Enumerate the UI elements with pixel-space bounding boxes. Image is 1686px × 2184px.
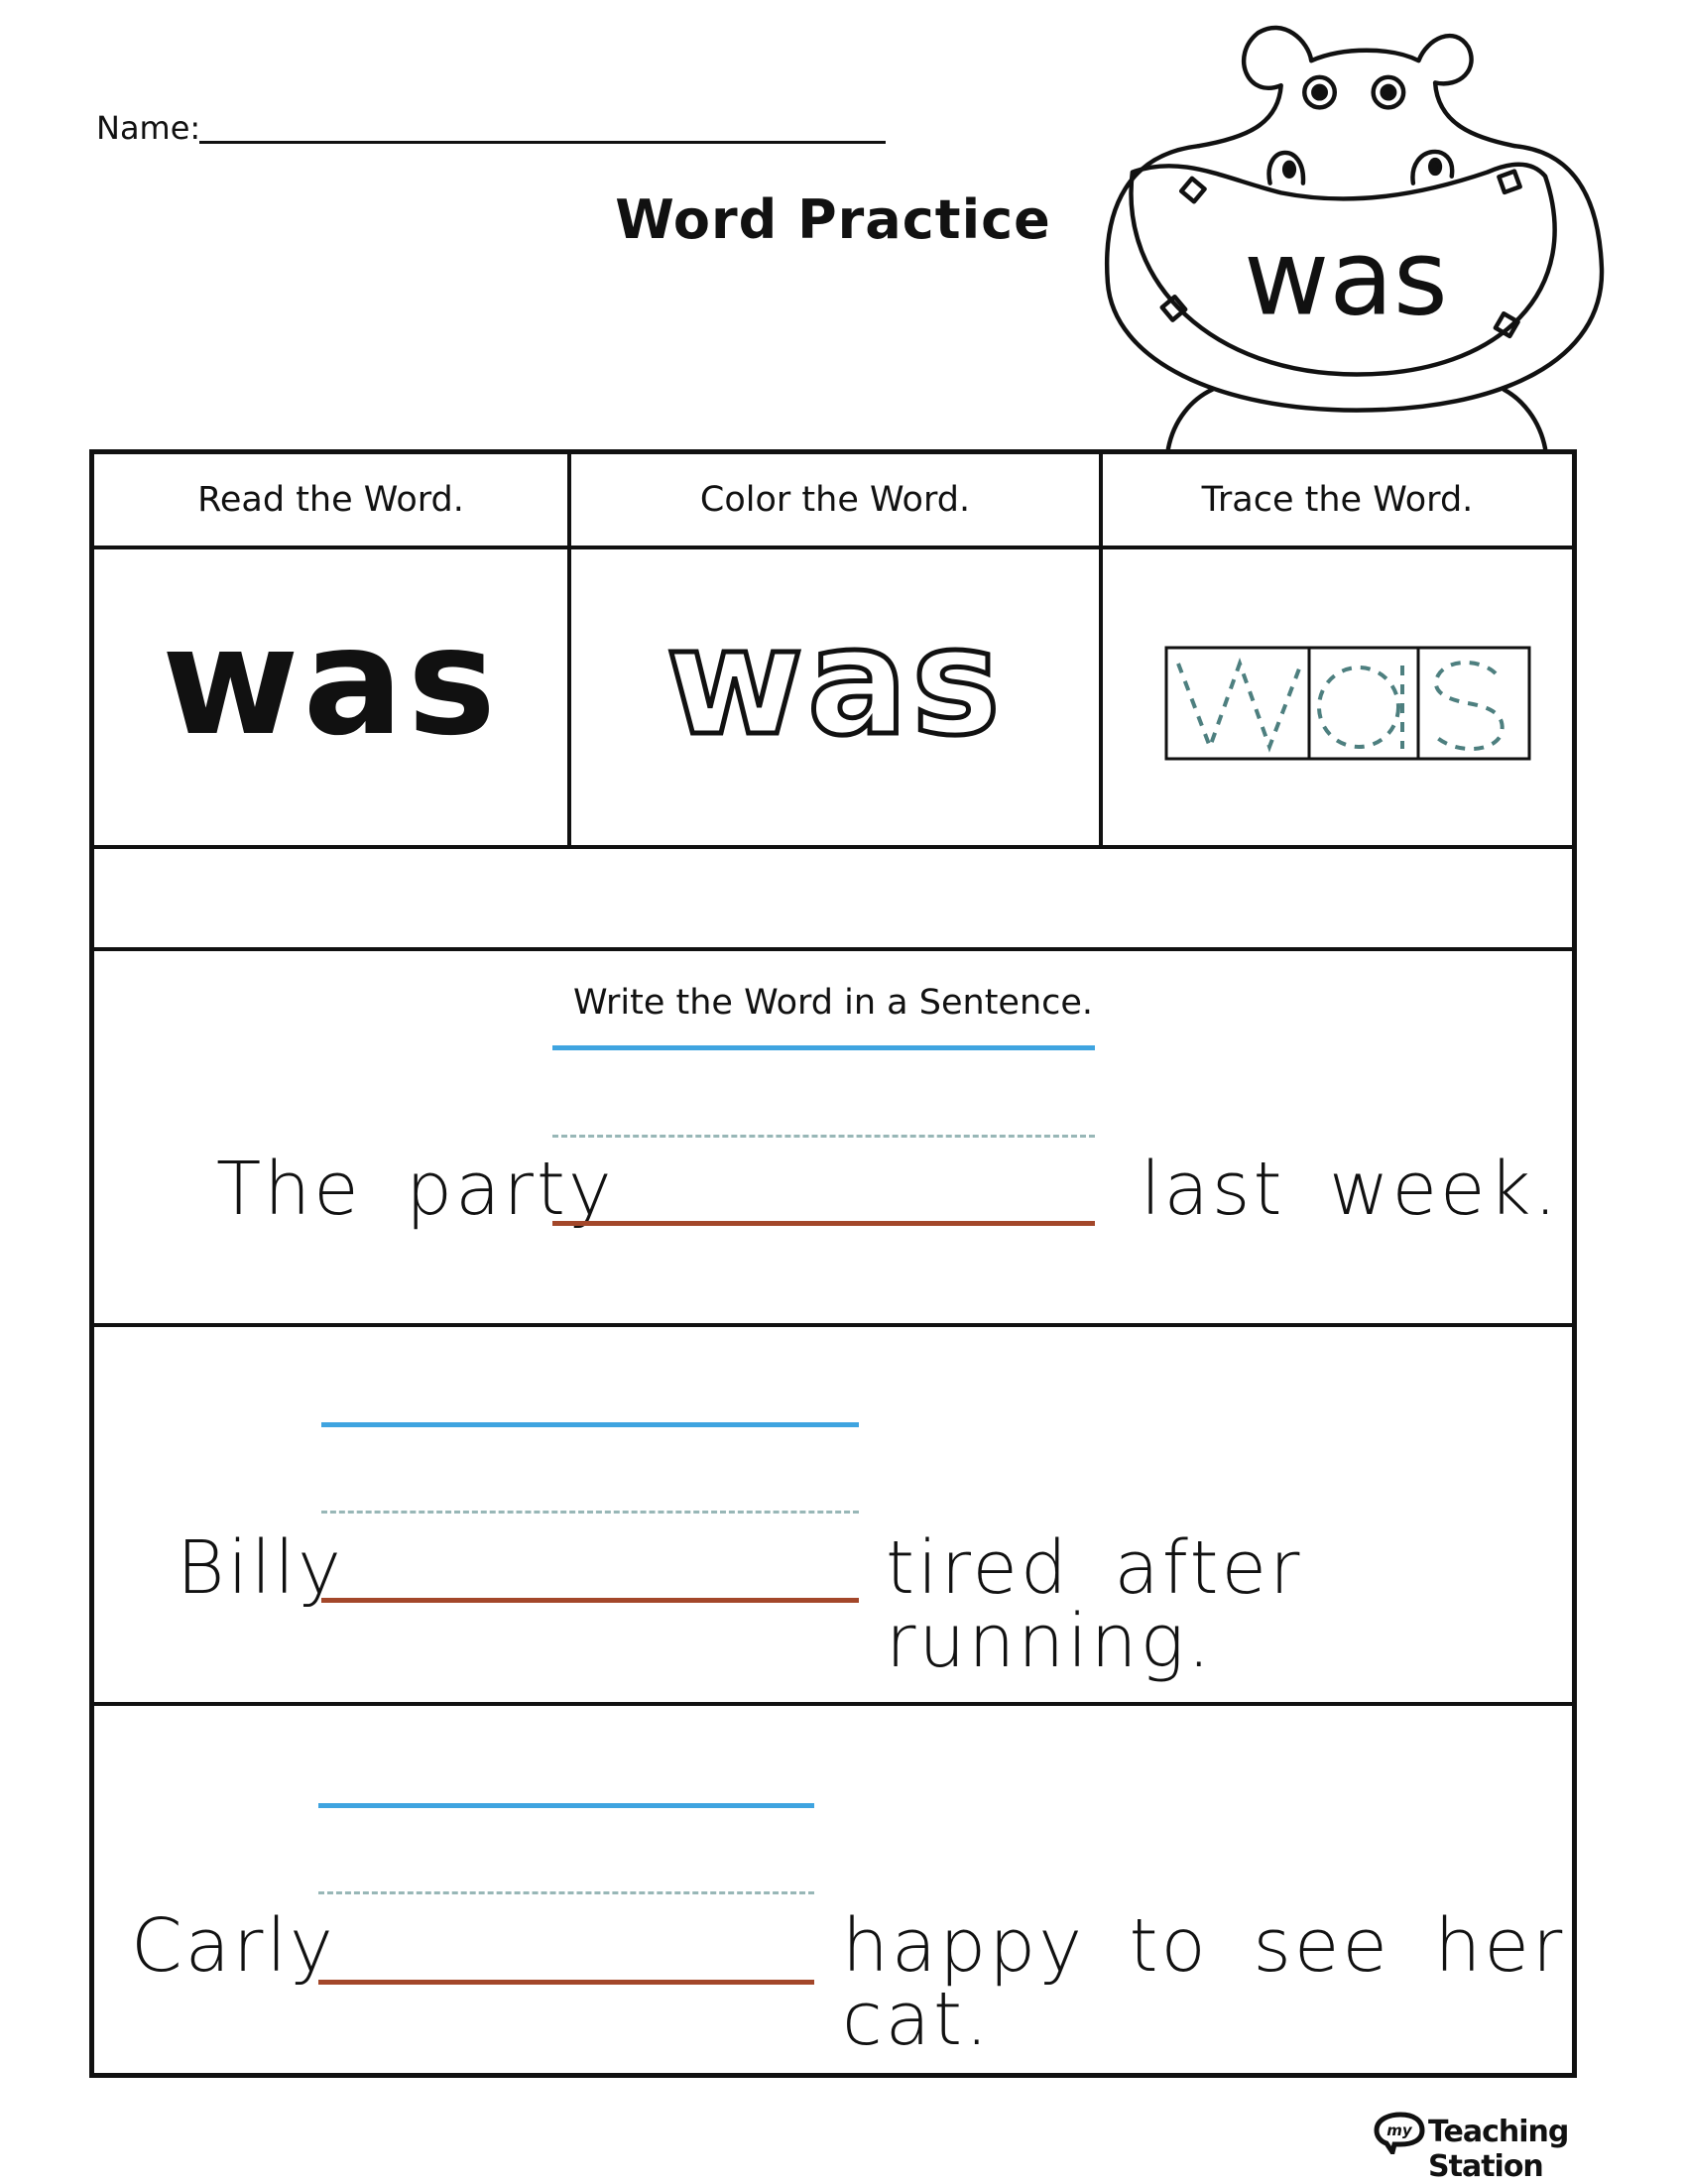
trace-letter-w (1176, 658, 1303, 753)
writing-base-line[interactable] (321, 1598, 859, 1603)
sentence-header: Write the Word in a Sentence. (572, 983, 1094, 1023)
row-divider (94, 546, 1572, 549)
sentence-text-before: Carly (131, 1903, 336, 1989)
row-divider (94, 1323, 1572, 1327)
page-title: Word Practice (615, 188, 1051, 251)
header-trace: Trace the Word. (1201, 480, 1474, 520)
sentence-text-after: happy to see her cat. (842, 1903, 1566, 2062)
writing-mid-line (552, 1135, 1095, 1138)
name-input-line[interactable] (199, 141, 886, 144)
column-divider (1099, 454, 1103, 849)
hippo-snout (1104, 143, 1605, 413)
writing-mid-line (321, 1511, 859, 1514)
header-color: Color the Word. (699, 480, 971, 520)
teaching-station-logo: my Teaching Station (1371, 2111, 1638, 2184)
sentence-text-before: Billy (177, 1525, 344, 1611)
hippo-body (1165, 387, 1548, 451)
writing-top-line (552, 1045, 1095, 1050)
row-divider (94, 845, 1572, 849)
column-divider (567, 454, 571, 849)
writing-mid-line (318, 1891, 814, 1894)
writing-top-line (318, 1803, 814, 1808)
writing-top-line (321, 1422, 859, 1427)
name-label: Name: (96, 109, 201, 147)
logo-text: Teaching Station (1428, 2115, 1569, 2184)
sentence-text-before: The party (216, 1147, 615, 1232)
color-word[interactable]: was (663, 596, 1005, 769)
practice-table: Read the Word. Color the Word. Trace the… (89, 449, 1577, 2078)
writing-base-line[interactable] (552, 1221, 1095, 1226)
hippo-mouth (1129, 162, 1557, 377)
header-read: Read the Word. (197, 480, 464, 520)
sentence-text-after: last week. (1141, 1147, 1560, 1232)
trace-word-box[interactable] (1164, 646, 1531, 763)
row-divider (94, 947, 1572, 951)
read-word: was (161, 596, 501, 769)
trace-letter-s (1432, 661, 1505, 751)
trace-letter-a (1317, 666, 1400, 749)
hippo-word: was (1244, 216, 1448, 338)
writing-base-line[interactable] (318, 1980, 814, 1985)
logo-mark: my (1386, 2122, 1413, 2139)
row-divider (94, 1702, 1572, 1706)
speech-bubble-logo-icon: my (1374, 2112, 1425, 2159)
hippo-head (1196, 25, 1517, 149)
sentence-text-after: tired after running. (886, 1525, 1303, 1684)
hippo-illustration: was (1104, 25, 1605, 451)
